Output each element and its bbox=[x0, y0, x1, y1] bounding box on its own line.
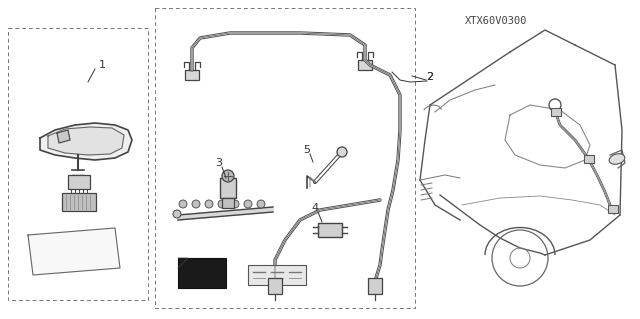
Circle shape bbox=[179, 200, 187, 208]
Bar bbox=[248, 265, 306, 285]
Text: 2: 2 bbox=[426, 72, 433, 82]
Bar bbox=[584, 155, 594, 163]
Circle shape bbox=[231, 200, 239, 208]
Circle shape bbox=[337, 147, 347, 157]
Bar bbox=[358, 60, 372, 70]
Circle shape bbox=[173, 210, 181, 218]
Text: XTX60V0300: XTX60V0300 bbox=[465, 16, 527, 26]
Bar bbox=[68, 175, 90, 189]
Bar bbox=[220, 178, 236, 198]
Text: 4: 4 bbox=[312, 203, 319, 213]
Circle shape bbox=[192, 200, 200, 208]
Polygon shape bbox=[178, 207, 273, 220]
Bar bbox=[222, 198, 234, 208]
Bar bbox=[551, 108, 561, 116]
Circle shape bbox=[257, 200, 265, 208]
Circle shape bbox=[244, 200, 252, 208]
Bar bbox=[318, 223, 342, 237]
Bar bbox=[368, 278, 382, 294]
Bar bbox=[62, 193, 96, 211]
Bar bbox=[178, 258, 226, 288]
Bar bbox=[608, 205, 618, 213]
Polygon shape bbox=[57, 130, 70, 143]
Polygon shape bbox=[48, 127, 124, 155]
Polygon shape bbox=[28, 228, 120, 275]
Bar bbox=[155, 8, 415, 308]
Text: 5: 5 bbox=[303, 145, 310, 155]
Bar bbox=[8, 28, 148, 300]
Ellipse shape bbox=[609, 154, 625, 164]
Text: 2: 2 bbox=[426, 72, 433, 82]
Circle shape bbox=[218, 200, 226, 208]
Text: 1: 1 bbox=[99, 60, 106, 70]
Bar bbox=[268, 278, 282, 294]
Bar bbox=[185, 70, 199, 80]
Circle shape bbox=[205, 200, 213, 208]
Circle shape bbox=[222, 170, 234, 182]
Text: 3: 3 bbox=[216, 158, 223, 168]
Polygon shape bbox=[40, 123, 132, 160]
